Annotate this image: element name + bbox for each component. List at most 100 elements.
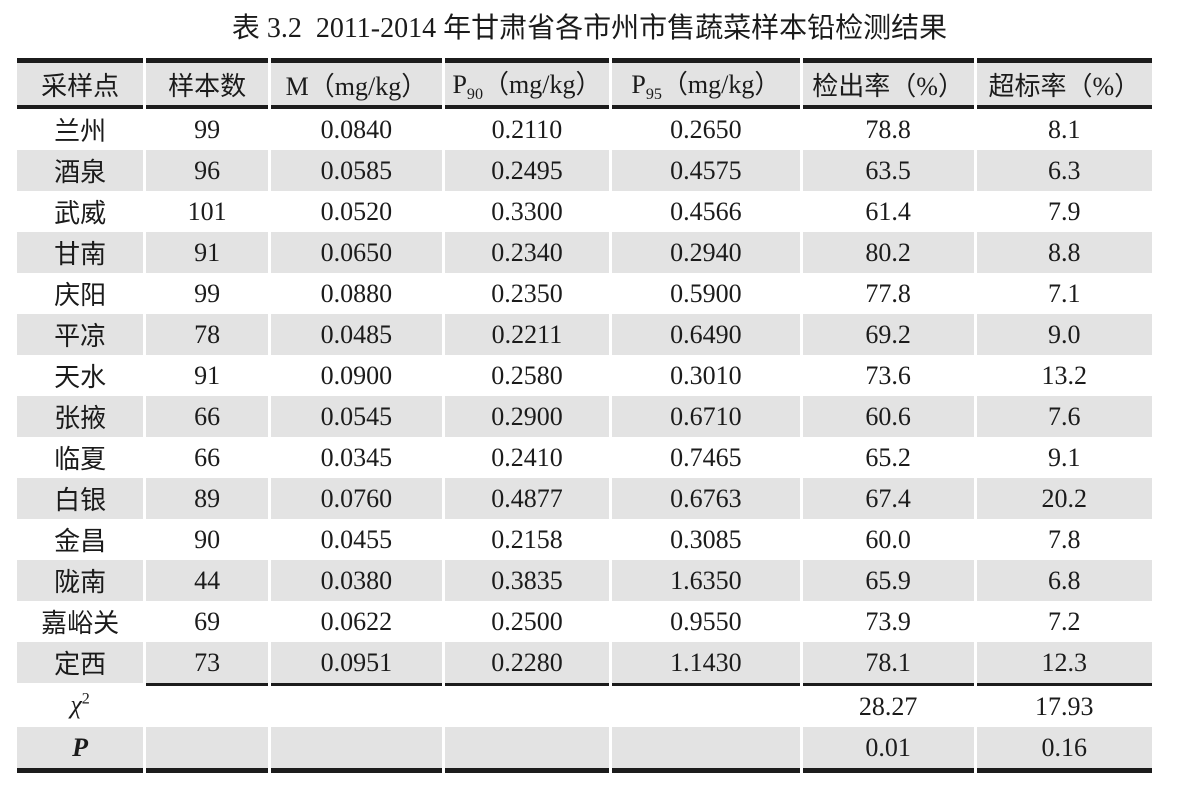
- cell-samples: 73: [146, 642, 268, 683]
- cell-detection-rate: 78.8: [802, 109, 974, 150]
- table-row: 白银 89 0.0760 0.4877 0.6763 67.4 20.2: [17, 478, 1152, 519]
- cell-p90: 0.2500: [444, 601, 610, 642]
- cell-site: 白银: [17, 478, 144, 519]
- cell-p90: 0.2110: [444, 109, 610, 150]
- col-header-exceed-rate: 超标率（%）: [976, 58, 1152, 109]
- stat-row-p-value: P 0.01 0.16: [17, 727, 1152, 773]
- table-row: 嘉峪关 69 0.0622 0.2500 0.9550 73.9 7.2: [17, 601, 1152, 642]
- cell-detection-rate: 73.6: [802, 355, 974, 396]
- cell-samples: 89: [146, 478, 268, 519]
- cell-site: 天水: [17, 355, 144, 396]
- cell-samples: 96: [146, 150, 268, 191]
- col-header-detection-rate: 检出率（%）: [802, 58, 974, 109]
- chi-square-exponent: 2: [81, 690, 90, 708]
- col-header-p90: P90（mg/kg）: [444, 58, 610, 109]
- cell-samples: 101: [146, 191, 268, 232]
- cell-exceed-rate: 6.8: [976, 560, 1152, 601]
- col-header-subscript: 95: [645, 86, 662, 104]
- cell-median: 0.0650: [270, 232, 442, 273]
- cell-samples: 90: [146, 519, 268, 560]
- table-row: 陇南 44 0.0380 0.3835 1.6350 65.9 6.8: [17, 560, 1152, 601]
- cell-empty: [444, 683, 610, 727]
- col-header-text: 检出率（%）: [812, 71, 964, 101]
- table-row: 临夏 66 0.0345 0.2410 0.7465 65.2 9.1: [17, 437, 1152, 478]
- cell-p95: 0.4575: [612, 150, 800, 191]
- cell-p90: 0.2900: [444, 396, 610, 437]
- cell-empty: [270, 727, 442, 773]
- cell-site: 平凉: [17, 314, 144, 355]
- cell-p90: 0.2280: [444, 642, 610, 683]
- cell-site: 嘉峪关: [17, 601, 144, 642]
- col-header-subscript: 90: [466, 86, 484, 104]
- cell-p95: 0.2940: [612, 232, 800, 273]
- cell-site: 武威: [17, 191, 144, 232]
- col-header-site: 采样点: [17, 58, 144, 109]
- cell-detection-rate: 60.6: [802, 396, 974, 437]
- table-row: 张掖 66 0.0545 0.2900 0.6710 60.6 7.6: [17, 396, 1152, 437]
- cell-empty: [612, 683, 800, 727]
- cell-exceed-rate: 7.8: [976, 519, 1152, 560]
- cell-empty: [146, 683, 268, 727]
- cell-p95: 0.3085: [612, 519, 800, 560]
- cell-p95: 0.6763: [612, 478, 800, 519]
- cell-median: 0.0455: [270, 519, 442, 560]
- cell-detection-rate: 0.01: [802, 727, 974, 773]
- cell-p95: 1.6350: [612, 560, 800, 601]
- cell-p95: 0.9550: [612, 601, 800, 642]
- cell-detection-rate: 73.9: [802, 601, 974, 642]
- stat-row-chi-square: χ2 28.27 17.93: [17, 683, 1152, 727]
- cell-median: 0.0345: [270, 437, 442, 478]
- cell-exceed-rate: 20.2: [976, 478, 1152, 519]
- cell-samples: 69: [146, 601, 268, 642]
- cell-p95: 0.5900: [612, 273, 800, 314]
- cell-detection-rate: 67.4: [802, 478, 974, 519]
- cell-p95: 0.6490: [612, 314, 800, 355]
- cell-exceed-rate: 12.3: [976, 642, 1152, 683]
- cell-median: 0.0622: [270, 601, 442, 642]
- table-row: 平凉 78 0.0485 0.2211 0.6490 69.2 9.0: [17, 314, 1152, 355]
- cell-detection-rate: 65.9: [802, 560, 974, 601]
- cell-median: 0.0900: [270, 355, 442, 396]
- cell-exceed-rate: 7.2: [976, 601, 1152, 642]
- page-title: 表 3.2 2011-2014 年甘肃省各市州市售蔬菜样本铅检测结果: [231, 13, 948, 44]
- table-row: 金昌 90 0.0455 0.2158 0.3085 60.0 7.8: [17, 519, 1152, 560]
- cell-site: 陇南: [17, 560, 144, 601]
- cell-exceed-rate: 7.1: [976, 273, 1152, 314]
- table-header-row: 采样点 样本数 M（mg/kg） P90（mg/kg） P95（mg/kg） 检…: [17, 58, 1152, 109]
- col-header-text: M（mg/kg）: [285, 71, 428, 101]
- cell-detection-rate: 28.27: [802, 683, 974, 727]
- cell-median: 0.0760: [270, 478, 442, 519]
- cell-median: 0.0485: [270, 314, 442, 355]
- cell-exceed-rate: 6.3: [976, 150, 1152, 191]
- cell-site: 金昌: [17, 519, 144, 560]
- cell-exceed-rate: 8.1: [976, 109, 1152, 150]
- table-row: 天水 91 0.0900 0.2580 0.3010 73.6 13.2: [17, 355, 1152, 396]
- cell-samples: 66: [146, 437, 268, 478]
- cell-p90: 0.2158: [444, 519, 610, 560]
- cell-samples: 66: [146, 396, 268, 437]
- cell-median: 0.0840: [270, 109, 442, 150]
- cell-p95: 0.3010: [612, 355, 800, 396]
- cell-detection-rate: 65.2: [802, 437, 974, 478]
- cell-exceed-rate: 9.0: [976, 314, 1152, 355]
- cell-empty: [146, 727, 268, 773]
- col-header-p95: P95（mg/kg）: [612, 58, 800, 109]
- col-header-text: （mg/kg）: [661, 69, 781, 99]
- table-row: 武威 101 0.0520 0.3300 0.4566 61.4 7.9: [17, 191, 1152, 232]
- cell-empty: [612, 727, 800, 773]
- cell-p95: 0.6710: [612, 396, 800, 437]
- cell-site: 甘南: [17, 232, 144, 273]
- cell-median: 0.0520: [270, 191, 442, 232]
- cell-site: 酒泉: [17, 150, 144, 191]
- cell-exceed-rate: 17.93: [976, 683, 1152, 727]
- cell-median: 0.0585: [270, 150, 442, 191]
- cell-samples: 91: [146, 232, 268, 273]
- cell-detection-rate: 78.1: [802, 642, 974, 683]
- col-header-text: 采样点: [41, 71, 120, 101]
- cell-p90: 0.3300: [444, 191, 610, 232]
- col-header-median: M（mg/kg）: [270, 58, 442, 109]
- cell-empty: [444, 727, 610, 773]
- col-header-text: （mg/kg）: [483, 69, 602, 99]
- cell-samples: 78: [146, 314, 268, 355]
- cell-samples: 99: [146, 109, 268, 150]
